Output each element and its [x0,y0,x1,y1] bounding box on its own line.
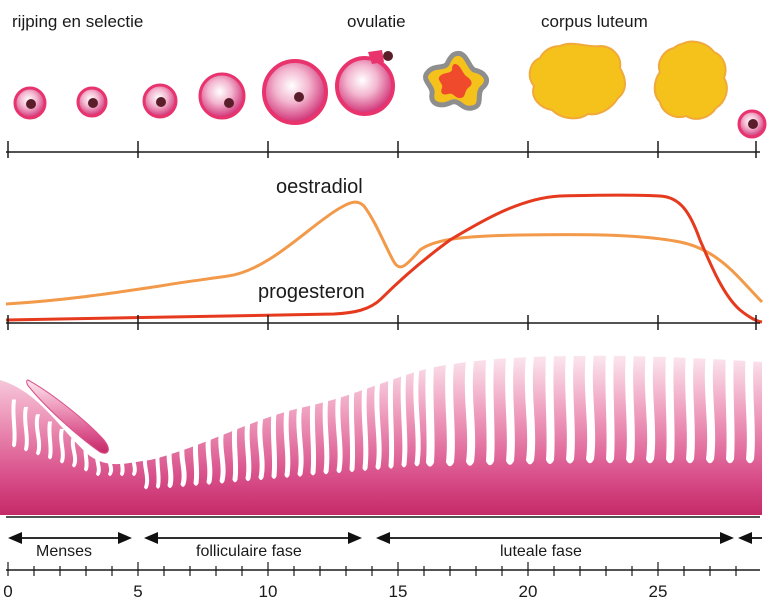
follicle-1 [13,86,47,120]
stage-label-ovulation: ovulatie [347,12,406,31]
endometrial-gland [218,429,226,484]
endometrial-gland [745,352,755,464]
day-tick-label: 10 [259,582,278,601]
endometrial-gland [665,352,675,464]
phase-label-follicular: folliculaire fase [196,543,302,560]
endometrial-gland [505,357,515,465]
endometrial-gland [704,352,716,464]
endometrial-gland [106,452,114,477]
endometrial-gland [231,425,239,483]
endometrial-gland [685,352,695,464]
estradiol-curve [5,200,764,306]
phase-label-menses: Menses [36,543,92,560]
endometrial-gland [179,441,187,487]
endometrial-gland [34,414,42,456]
stage-label-ripening: rijping en selectie [12,12,143,31]
endometrial-gland [283,408,291,478]
endometrial-gland [47,421,53,460]
endometrial-gland [348,388,356,473]
endometrial-gland [11,399,17,448]
endometrium-illustration [0,352,762,515]
luteal-arrow [376,532,734,544]
corpus-luteum-2 [653,40,728,120]
endometrial-gland [205,433,213,485]
menses-arrow [8,532,132,544]
follicle-row [13,40,767,139]
endometrial-gland [70,436,78,468]
new-follicle [737,109,767,139]
endometrial-gland [464,360,476,466]
endometrial-gland [485,359,495,466]
day-tick-label: 25 [649,582,668,601]
follicle-5 [262,59,328,125]
endometrial-gland [59,428,65,464]
progesterone-label: progesteron [258,281,365,303]
endometrial-gland [270,413,278,479]
endometrial-gland [192,437,200,486]
follicle-2 [76,86,108,118]
ruptured-follicle [423,50,489,111]
endometrial-gland [725,352,735,464]
endometrial-gland [524,356,536,465]
phase-label-luteal: luteale fase [500,543,582,560]
endometrial-gland [119,452,125,477]
day-tick-label: 0 [3,582,12,601]
endometrial-gland [335,392,343,474]
estradiol-label: oestradiol [276,176,363,198]
endometrial-gland [625,352,635,464]
endometrial-gland [322,396,330,475]
progesterone-curve [5,193,763,324]
endometrial-gland [257,417,265,481]
endometrial-gland [445,362,455,467]
endometrial-gland [83,443,89,472]
endometrial-gland [413,368,421,467]
shedding-fragment [26,379,109,454]
follicle-3 [142,83,178,119]
stage-label-corpus-luteum: corpus luteum [541,12,648,31]
hormone-chart: oestradiol progesteron [5,176,764,330]
follicular-arrow [144,532,362,544]
endometrial-gland [142,452,150,490]
endometrial-gland [425,364,435,467]
endometrial-gland [244,421,252,482]
endometrial-gland [644,352,656,464]
endometrial-gland [155,449,161,489]
endometrial-gland [545,354,555,464]
day-tick-label: 15 [389,582,408,601]
next-cycle-arrow [738,532,762,544]
endometrial-gland [374,380,382,470]
day-tick-label: 5 [133,582,142,601]
endometrial-gland [95,452,101,477]
endometrial-gland [131,452,137,477]
endometrial-gland [296,404,304,477]
endometrial-gland [309,400,317,476]
endometrial-gland [166,445,174,489]
endometrial-gland [605,352,615,464]
ovulating-follicle [335,50,395,116]
endometrial-gland [565,352,575,464]
ovary-timeline-axis [6,141,760,158]
day-axis: 0 5 10 15 20 25 [3,562,760,601]
endometrial-gland [387,376,395,469]
endometrial-gland [361,384,369,471]
phase-labels: Menses folliculaire fase luteale fase [32,543,600,561]
endometrial-gland [584,352,596,464]
follicle-4 [198,72,246,120]
endometrial-gland [400,372,408,468]
day-tick-label: 20 [519,582,538,601]
endometrial-gland [23,406,29,452]
corpus-luteum-1 [528,42,626,120]
phase-arrows [8,532,762,544]
